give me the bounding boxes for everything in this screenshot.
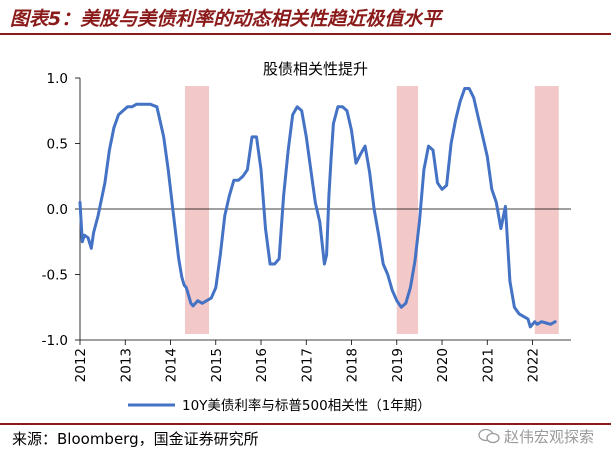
title-rule: [0, 33, 611, 35]
watermark-text: 赵伟宏观探索: [504, 428, 595, 446]
y-tick-label: 1.0: [47, 71, 68, 87]
y-ticks: 1.0 0.5 0.0 -0.5 -1.0: [42, 71, 80, 349]
series-line: [78, 87, 557, 329]
y-tick-label: -1.0: [42, 333, 68, 349]
x-tick-label: 2015: [209, 348, 225, 382]
x-tick-label: 2021: [480, 348, 496, 382]
footer-rule: [0, 423, 611, 425]
legend-label: 10Y美债利率与标普500相关性（1年期）: [182, 397, 431, 414]
x-tick-label: 2014: [164, 348, 180, 382]
x-tick-label: 2022: [526, 348, 542, 382]
figure-title: 图表5：美股与美债利率的动态相关性趋近极值水平: [10, 8, 442, 30]
y-tick-label: 0.0: [47, 202, 68, 218]
chart-subtitle: 股债相关性提升: [263, 60, 368, 78]
watermark: 赵伟宏观探索: [478, 426, 594, 447]
x-tick-label: 2019: [390, 348, 406, 382]
x-ticks: 2012 2013 2014 2015 2016 2017 2018 2019 2020 2021…: [73, 340, 542, 382]
y-tick-label: 0.5: [47, 137, 68, 153]
y-tick-label: -0.5: [42, 268, 68, 284]
shaded-period-1: [184, 86, 209, 334]
x-tick-label: 2017: [299, 348, 315, 382]
x-tick-label: 2013: [118, 348, 134, 382]
wechat-icon: [478, 428, 500, 444]
x-tick-label: 2020: [435, 348, 451, 382]
x-tick-label: 2018: [345, 348, 361, 382]
shaded-periods: [184, 86, 559, 334]
shaded-period-3: [534, 86, 559, 334]
x-tick-label: 2016: [254, 348, 270, 382]
x-tick-label: 2012: [73, 348, 89, 382]
source-text: 来源：Bloomberg，国金证券研究所: [12, 430, 259, 448]
